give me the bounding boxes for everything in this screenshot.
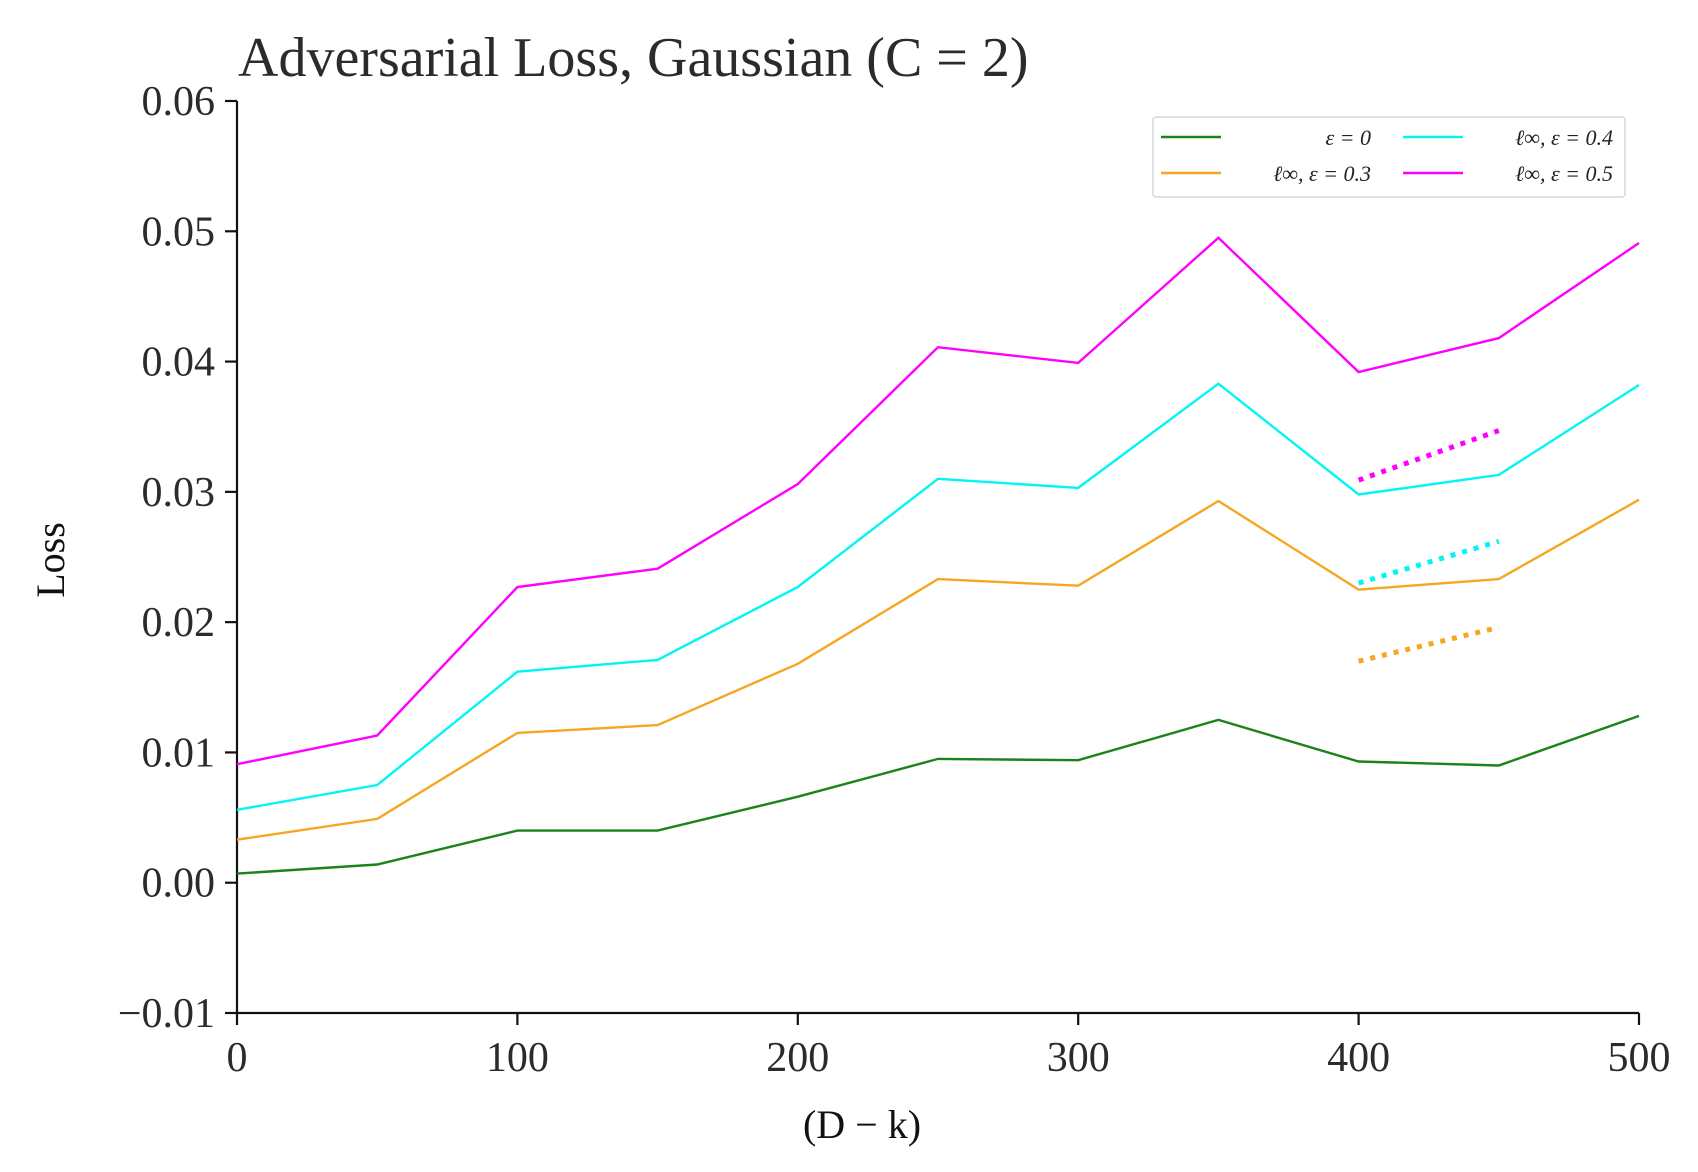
y-tick-label: 0.01 (142, 730, 216, 776)
legend-label: ε = 0 (1325, 125, 1371, 150)
legend-frame (1152, 116, 1626, 198)
x-tick-label: 200 (766, 1035, 829, 1081)
x-axis-label: (D − k) (803, 1102, 921, 1147)
series-line (236, 714, 1640, 875)
y-tick-label: 0.00 (142, 861, 216, 907)
y-tick-label: 0.03 (142, 470, 216, 516)
x-tick-label: 400 (1327, 1035, 1390, 1081)
y-tick-label: 0.02 (142, 600, 216, 646)
series-line (236, 498, 1640, 841)
x-tick-label: 0 (227, 1035, 248, 1081)
legend-label: ℓ∞, ε = 0.3 (1273, 161, 1371, 186)
series-line (236, 382, 1640, 811)
series-line (236, 236, 1640, 766)
dotted-trend-line (1357, 538, 1500, 586)
chart-title: Adversarial Loss, Gaussian (C = 2) (238, 27, 1029, 89)
dotted-trend-line (1357, 428, 1500, 483)
y-axis-label: Loss (28, 522, 73, 598)
y-tick-label: 0.06 (142, 79, 216, 125)
legend: ε = 0 ℓ∞, ε = 0.3 ℓ∞, ε = 0.4 ℓ∞, ε = 0.5 (1152, 116, 1626, 198)
y-tick-label: 0.05 (142, 209, 216, 255)
legend-label: ℓ∞, ε = 0.4 (1515, 125, 1613, 150)
y-tick-label: 0.04 (142, 340, 216, 386)
axes: −0.01 0.00 0.01 0.02 0.03 0.04 0.05 0.06 0 100 200… (118, 79, 1671, 1081)
legend-label: ℓ∞, ε = 0.5 (1515, 161, 1613, 186)
x-tick-label: 300 (1047, 1035, 1110, 1081)
dotted-trend-line (1358, 624, 1500, 664)
x-tick-label: 500 (1608, 1035, 1671, 1081)
series-layer (236, 236, 1640, 875)
y-tick-label: −0.01 (118, 991, 215, 1037)
x-tick-label: 100 (486, 1035, 549, 1081)
